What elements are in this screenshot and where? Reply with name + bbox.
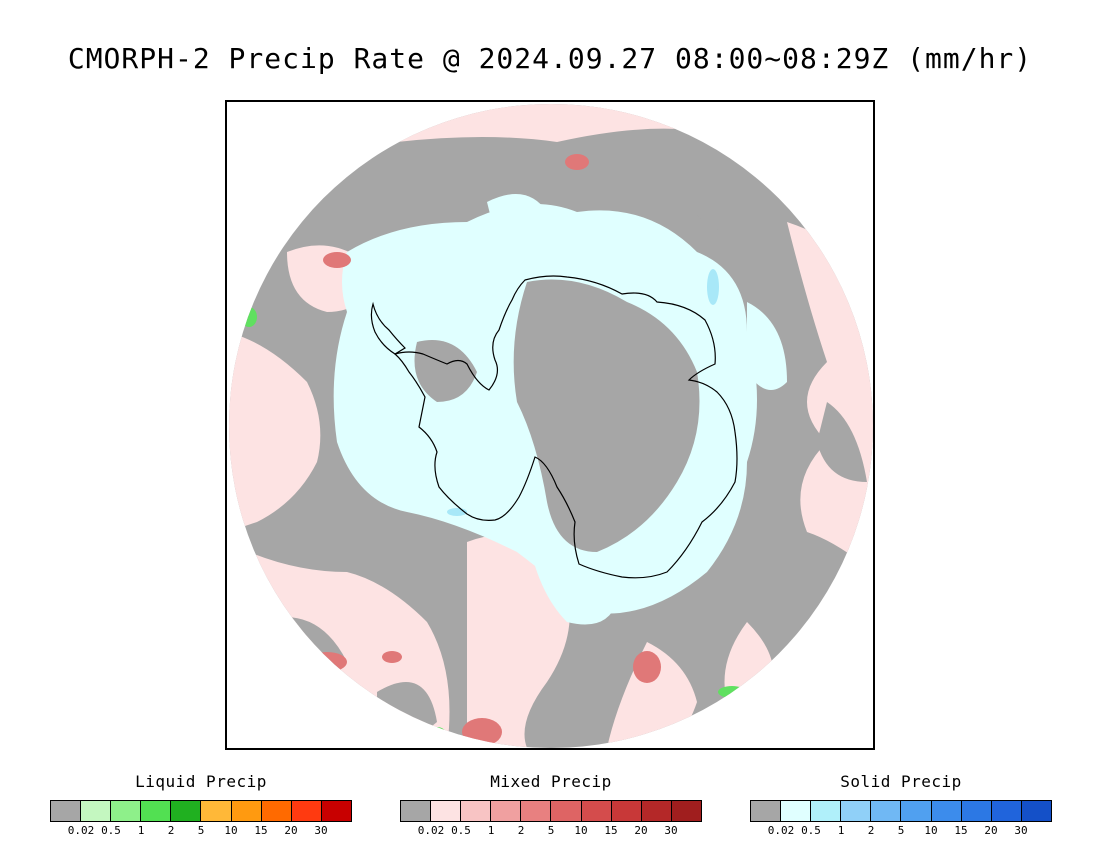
legend-swatch	[51, 801, 82, 821]
legend-liquid-bar	[50, 800, 352, 822]
legend-tick-label: 1	[137, 824, 145, 837]
legend-tick-label: 30	[1014, 824, 1028, 837]
legend-tick-label: 0.02	[417, 824, 445, 837]
legend-swatch	[841, 801, 872, 821]
legend-tick-label: 5	[897, 824, 905, 837]
legend-tick-label: 0.02	[767, 824, 795, 837]
antarctica-coastline	[393, 275, 738, 579]
legend-swatch	[231, 801, 262, 821]
legend-swatch	[551, 801, 582, 821]
legend-tick-label: 0.5	[451, 824, 471, 837]
legend-tick-label: 20	[984, 824, 998, 837]
legend-tick-label: 2	[167, 824, 175, 837]
legend-tick-label: 0.5	[801, 824, 821, 837]
legend-swatch	[401, 801, 432, 821]
legend-liquid-ticks: 0.02 0.5 1 2 5 10 15 20 30	[50, 824, 352, 840]
legend-tick-label: 2	[867, 824, 875, 837]
legend-mixed-ticks: 0.02 0.5 1 2 5 10 15 20 30	[400, 824, 702, 840]
legend-tick-label: 2	[517, 824, 525, 837]
legend-mixed: Mixed Precip 0.02 0.5 1 2 5 10 15 20 30	[400, 772, 702, 840]
legend-solid-title: Solid Precip	[840, 772, 962, 791]
legend-tick-label: 5	[197, 824, 205, 837]
legend-tick-label: 30	[664, 824, 678, 837]
legend-swatch	[171, 801, 202, 821]
legend-swatch	[931, 801, 962, 821]
legend-swatch	[1021, 801, 1051, 821]
legend-tick-label: 20	[634, 824, 648, 837]
legend-tick-label: 10	[224, 824, 238, 837]
legend-tick-label: 15	[254, 824, 268, 837]
legend-swatch	[321, 801, 351, 821]
legend-tick-label: 15	[954, 824, 968, 837]
legend-tick-label: 15	[604, 824, 618, 837]
legend-tick-label: 1	[837, 824, 845, 837]
legend-mixed-bar	[400, 800, 702, 822]
legend-tick-label: 1	[487, 824, 495, 837]
legend-swatch	[751, 801, 782, 821]
legend-tick-label: 5	[547, 824, 555, 837]
continent-no-precip	[414, 279, 700, 552]
chart-title: CMORPH-2 Precip Rate @ 2024.09.27 08:00~…	[67, 42, 1033, 75]
legend-swatch	[581, 801, 612, 821]
antarctic-peninsula	[370, 301, 406, 355]
legend-solid: Solid Precip 0.02 0.5 1 2 5 10 15 20 30	[750, 772, 1052, 840]
legend-tick-label: 30	[314, 824, 328, 837]
legend-swatch	[671, 801, 701, 821]
legend-swatch	[461, 801, 492, 821]
legend-swatch	[521, 801, 552, 821]
legend-tick-label: 10	[574, 824, 588, 837]
legend-solid-bar	[750, 800, 1052, 822]
legend-mixed-title: Mixed Precip	[490, 772, 612, 791]
legend-swatch	[111, 801, 142, 821]
legend-liquid: Liquid Precip 0.02 0.5 1 2 5 10 15 20 30	[50, 772, 352, 840]
legend-tick-label: 0.02	[67, 824, 95, 837]
legend-tick-label: 20	[284, 824, 298, 837]
polar-precip-map	[225, 100, 875, 750]
legend-swatch	[201, 801, 232, 821]
legend-liquid-title: Liquid Precip	[135, 772, 267, 791]
legend-swatch	[431, 801, 462, 821]
legend-swatch	[811, 801, 842, 821]
map-canvas	[229, 104, 873, 748]
legend-swatch	[991, 801, 1022, 821]
legend-tick-label: 10	[924, 824, 938, 837]
legend-tick-label: 0.5	[101, 824, 121, 837]
legend-swatch	[141, 801, 172, 821]
legend-swatch	[901, 801, 932, 821]
legend-swatch	[611, 801, 642, 821]
legend-swatch	[491, 801, 522, 821]
legend-swatch	[871, 801, 902, 821]
precip-field	[229, 104, 873, 748]
legend-solid-ticks: 0.02 0.5 1 2 5 10 15 20 30	[750, 824, 1052, 840]
legend-swatch	[961, 801, 992, 821]
legend-swatch	[641, 801, 672, 821]
legend-swatch	[261, 801, 292, 821]
legend-swatch	[291, 801, 322, 821]
legend-swatch	[781, 801, 812, 821]
legend-swatch	[81, 801, 112, 821]
